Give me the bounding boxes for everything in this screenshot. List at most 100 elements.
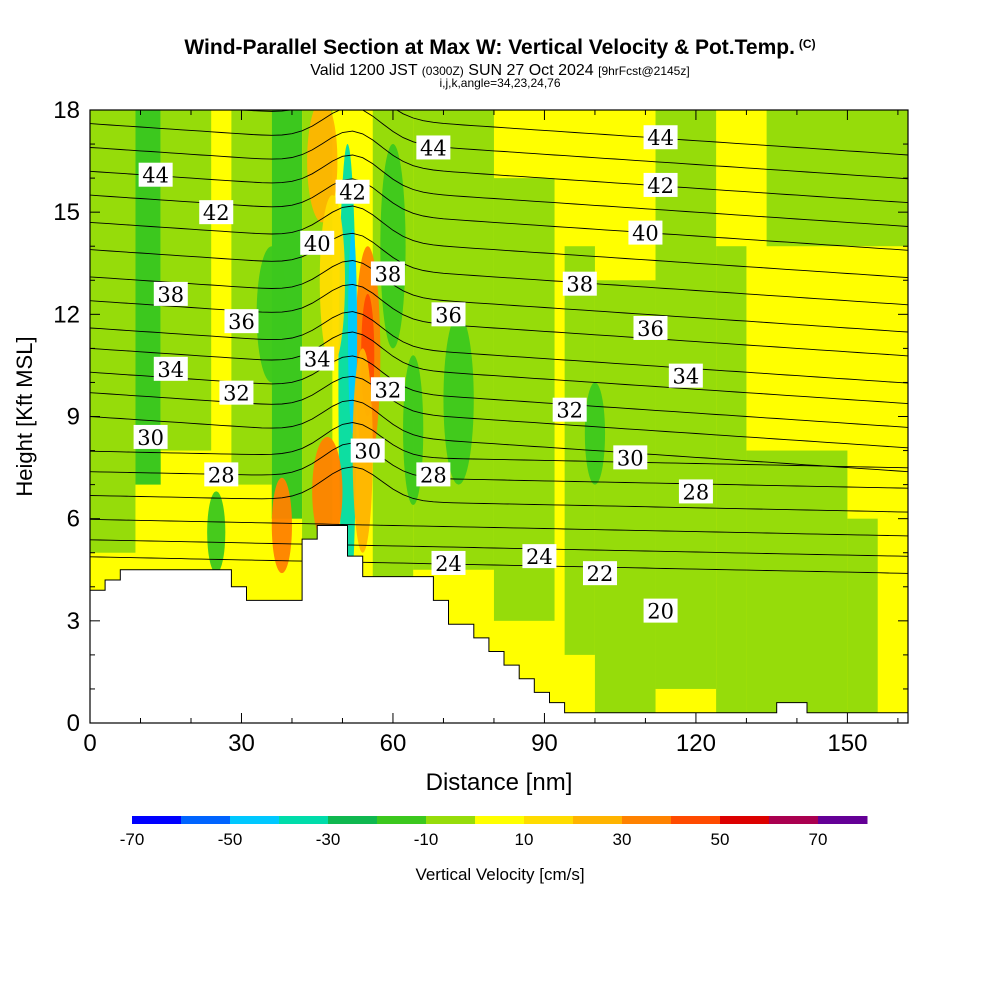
contour-label-text: 22 — [587, 562, 614, 586]
colorbar-tick-label: 70 — [809, 830, 828, 849]
colorbar-swatch — [671, 816, 721, 824]
contour-label-text: 38 — [157, 283, 184, 307]
theta-line — [90, 232, 908, 306]
contour-label: 44 — [416, 135, 451, 160]
contour-label-text: 32 — [375, 378, 402, 402]
contour-label: 20 — [643, 598, 678, 624]
contour-labels: 20 22 24 24 28 28 28 30 30 30 32 32 32 34 34 34 36 36 36 38… — [133, 125, 713, 624]
contour-label: 40 — [300, 230, 335, 256]
contour-label: 36 — [431, 302, 466, 327]
contour-label-text: 20 — [647, 600, 674, 624]
velocity-band — [746, 450, 848, 723]
contour-label-box — [133, 424, 168, 449]
velocity-feature — [312, 436, 343, 546]
contour-label-box — [153, 356, 188, 381]
chart-subtitle: Valid 1200 JST (0300Z) SUN 27 Oct 2024 [… — [0, 62, 1000, 80]
contour-label: 32 — [552, 397, 587, 423]
contour-label-box — [582, 561, 617, 586]
contour-label-box — [370, 377, 405, 402]
contour-label: 42 — [643, 172, 678, 198]
velocity-band — [594, 280, 656, 723]
contour-label-text: 44 — [647, 126, 674, 150]
colorbar-tick-label: 10 — [515, 830, 534, 849]
contour-label: 38 — [370, 261, 405, 286]
velocity-feature — [584, 382, 606, 485]
velocity-feature — [207, 491, 226, 574]
contour-label-box — [522, 544, 557, 569]
contour-label: 28 — [416, 462, 451, 487]
contour-label: 30 — [133, 424, 168, 450]
forecast-info: [9hrFcst@2145z] — [598, 64, 690, 78]
colorbar-swatch — [132, 816, 182, 824]
x-tick-label: 120 — [676, 730, 716, 757]
contour-label-text: 30 — [354, 440, 381, 464]
contour-label: 30 — [613, 445, 648, 470]
contour-label-text: 34 — [157, 358, 184, 382]
contour-label-box — [219, 380, 254, 405]
contour-label-text: 42 — [339, 181, 366, 205]
contour-label: 28 — [204, 462, 239, 487]
contour-label-box — [613, 445, 648, 470]
contour-label: 34 — [153, 356, 188, 382]
contour-label-box — [224, 309, 259, 334]
terrain — [89, 525, 909, 724]
terrain-fill — [89, 525, 909, 724]
contour-label-box — [643, 125, 678, 150]
title-text: Wind-Parallel Section at Max W: Vertical… — [184, 36, 795, 59]
valid-date: SUN 27 Oct 2024 — [468, 62, 594, 79]
contour-label: 34 — [300, 346, 335, 372]
contour-label-text: 40 — [632, 222, 659, 246]
velocity-feature — [380, 144, 406, 349]
contour-label-text: 24 — [435, 552, 462, 576]
theta-line — [90, 518, 908, 537]
contour-label-box — [153, 281, 188, 306]
contour-label-text: 44 — [420, 136, 447, 160]
colorbar-swatch — [328, 816, 378, 824]
contour-label-text: 34 — [672, 365, 699, 389]
contour-label-box — [204, 462, 239, 487]
contour-label: 36 — [633, 315, 668, 341]
theta-line — [90, 422, 908, 469]
contour-label: 24 — [431, 550, 466, 576]
contour-label: 24 — [522, 544, 557, 569]
contour-label: 38 — [153, 281, 188, 307]
contour-label-box — [678, 479, 713, 504]
contour-label-box — [199, 200, 234, 225]
x-tick-label: 30 — [228, 730, 255, 757]
x-tick-label: 90 — [531, 730, 558, 757]
velocity-feature — [319, 195, 345, 366]
contour-label-text: 30 — [617, 446, 644, 470]
x-tick-label: 150 — [827, 730, 867, 757]
x-axis-label: Distance [nm] — [426, 769, 573, 796]
contour-label: 32 — [370, 377, 405, 402]
velocity-feature — [307, 110, 338, 223]
contour-label-text: 38 — [375, 262, 402, 286]
y-tick-label: 3 — [67, 608, 80, 635]
colorbar-swatch — [475, 816, 525, 824]
colorbar-swatch — [573, 816, 623, 824]
contour-label-text: 42 — [203, 201, 230, 225]
y-tick-label: 15 — [53, 199, 80, 226]
velocity-band — [90, 110, 136, 553]
theta-line — [90, 311, 908, 384]
theta-line — [234, 110, 908, 156]
contour-label-text: 28 — [683, 480, 710, 504]
colorbar-swatch — [230, 816, 280, 824]
colorbar-swatch — [426, 816, 476, 824]
velocity-feature — [271, 477, 292, 574]
colorbar-swatch — [524, 816, 574, 824]
colorbar-swatch — [720, 816, 770, 824]
contour-label-text: 36 — [435, 303, 462, 327]
contour-label-box — [562, 271, 597, 296]
contour-label: 28 — [678, 479, 713, 504]
contour-label-text: 32 — [223, 382, 250, 406]
colorbar-swatch — [377, 816, 427, 824]
y-tick-label: 18 — [53, 97, 80, 124]
velocity-feature — [256, 246, 287, 383]
colorbar-tick-label: 50 — [711, 830, 730, 849]
contour-label: 36 — [224, 309, 259, 334]
contour-label-box — [138, 162, 173, 187]
velocity-bands — [90, 110, 908, 723]
colorbar-tick-label: 30 — [613, 830, 632, 849]
